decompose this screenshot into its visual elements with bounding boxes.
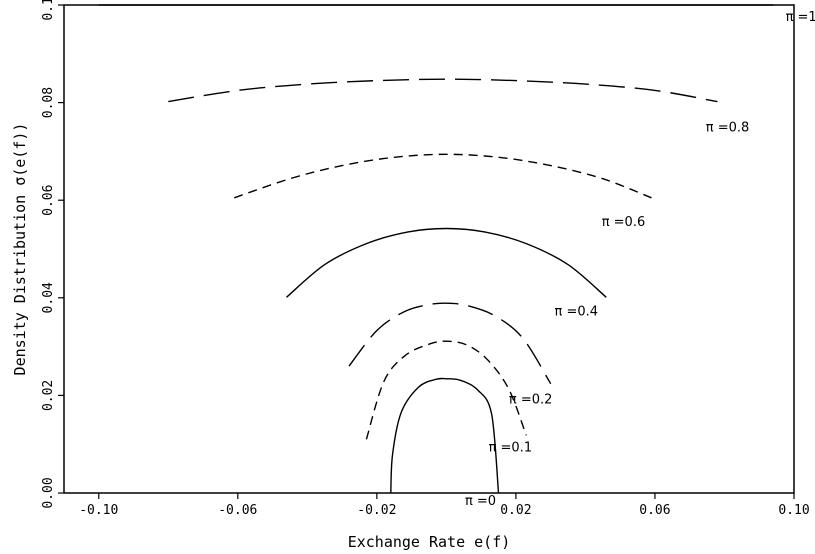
plot-frame	[63, 4, 795, 494]
series-line	[234, 153, 652, 199]
y-tick-label: 0.08	[41, 87, 56, 118]
series-label: π =0.4	[555, 304, 599, 319]
series-label: π =0.8	[706, 121, 750, 136]
y-tick-label: 0.04	[41, 282, 56, 313]
x-tick-label: 0.10	[778, 503, 809, 518]
series-label: π =0.6	[602, 215, 646, 230]
series-label: π =0.2	[509, 393, 553, 408]
y-tick-label: 0.02	[41, 380, 56, 411]
series-label: π =0	[465, 494, 496, 509]
y-tick-label: 0.06	[41, 185, 56, 216]
x-tick-label: -0.10	[79, 503, 118, 518]
series-line	[168, 78, 718, 103]
y-tick-label: 0.10	[41, 0, 56, 21]
series-curves	[98, 4, 774, 494]
series-line	[348, 302, 552, 385]
x-tick-label: 0.06	[639, 503, 670, 518]
series-line	[286, 227, 607, 298]
series-labels: π =1 π =0.8 π =0.6 π =0.4 π =0.2 π =0.1 π =0	[465, 10, 815, 509]
y-tick-label: 0.00	[41, 477, 56, 508]
series-line	[365, 340, 527, 440]
series-label: π =0.1	[489, 440, 533, 455]
x-tick-label: -0.06	[218, 503, 257, 518]
series-line	[390, 377, 500, 494]
x-axis-title: Exchange Rate e(f)	[348, 533, 511, 551]
x-tick-label: -0.02	[357, 503, 396, 518]
x-tick-label: 0.02	[500, 503, 531, 518]
axis-ticks: -0.10 -0.06 -0.02 0.02 0.06 0.10 0.00 0.02 0.04 0…	[41, 0, 810, 518]
series-label: π =1	[786, 10, 815, 25]
y-axis-title: Density Distribution σ(e(f))	[11, 123, 29, 376]
